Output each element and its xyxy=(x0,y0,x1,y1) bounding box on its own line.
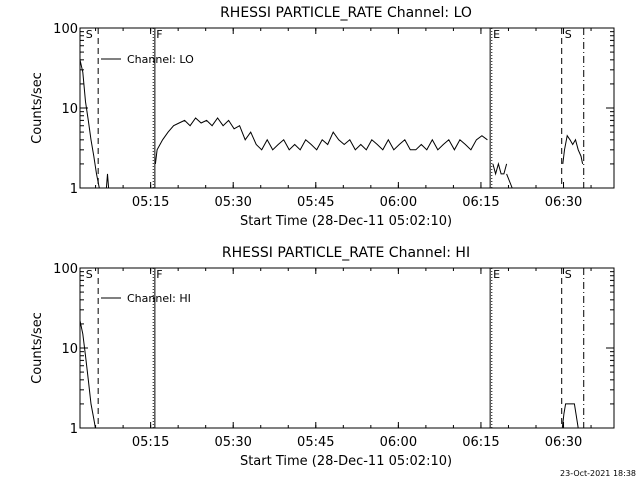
x-tick-label: 05:45 xyxy=(297,195,334,210)
legend-label: Channel: LO xyxy=(127,53,194,66)
event-marker-label: F xyxy=(156,28,162,41)
x-axis-label: Start Time (28-Dec-11 05:02:10) xyxy=(240,214,452,229)
series-line xyxy=(79,320,96,429)
x-tick-label: 05:30 xyxy=(214,435,251,450)
event-marker-label: S xyxy=(86,28,93,41)
event-marker-label: E xyxy=(493,268,500,281)
x-tick-label: 06:15 xyxy=(462,435,499,450)
x-tick-label: 05:15 xyxy=(132,195,169,210)
legend-label: Channel: HI xyxy=(127,292,191,305)
chart-title: RHESSI PARTICLE_RATE Channel: HI xyxy=(222,245,470,261)
series-line xyxy=(561,403,579,429)
x-tick-label: 06:15 xyxy=(462,195,499,210)
plot-layer: 05:15 05:30 05:45 06:00 06:15 06:30 1 10 100 S F E S xyxy=(53,262,614,450)
plot-frame xyxy=(79,267,615,429)
x-tick-label: 05:15 xyxy=(132,435,169,450)
x-axis-label: Start Time (28-Dec-11 05:02:10) xyxy=(240,454,452,469)
series-line xyxy=(492,162,508,176)
chart-title: RHESSI PARTICLE_RATE Channel: LO xyxy=(220,5,472,21)
plot-layer: 05:15 05:30 05:45 06:00 06:15 06:30 1 10 100 S F E S xyxy=(53,22,614,210)
y-tick-label: 10 xyxy=(61,102,78,117)
y-tick-label: 10 xyxy=(61,342,78,357)
event-marker-label: S xyxy=(565,28,572,41)
y-tick-label: 1 xyxy=(70,422,78,437)
x-tick-label: 05:30 xyxy=(214,195,251,210)
series-line xyxy=(562,134,584,165)
event-marker-label: S xyxy=(565,268,572,281)
series-line xyxy=(79,59,100,189)
series-line xyxy=(154,117,488,164)
chart-panel-hi: RHESSI PARTICLE_RATE Channel: HI 05:15 05… xyxy=(30,245,615,469)
event-marker-label: E xyxy=(493,28,500,41)
x-tick-label: 06:00 xyxy=(380,435,417,450)
y-tick-label: 100 xyxy=(53,262,78,277)
x-tick-label: 06:00 xyxy=(380,195,417,210)
y-axis-label: Counts/sec xyxy=(30,312,45,384)
plot-frame xyxy=(79,27,615,189)
chart-panel-lo: RHESSI PARTICLE_RATE Channel: LO 05:15 05… xyxy=(30,5,615,229)
x-tick-label: 06:30 xyxy=(545,435,582,450)
y-tick-label: 1 xyxy=(70,182,78,197)
x-tick-label: 06:30 xyxy=(545,195,582,210)
event-marker-label: S xyxy=(86,268,93,281)
series-line xyxy=(105,173,110,189)
x-tick-label: 05:45 xyxy=(297,435,334,450)
event-marker-label: F xyxy=(156,268,162,281)
y-tick-label: 100 xyxy=(53,22,78,37)
y-axis-label: Counts/sec xyxy=(30,72,45,144)
footer-timestamp: 23-Oct-2021 18:38 xyxy=(560,469,636,478)
